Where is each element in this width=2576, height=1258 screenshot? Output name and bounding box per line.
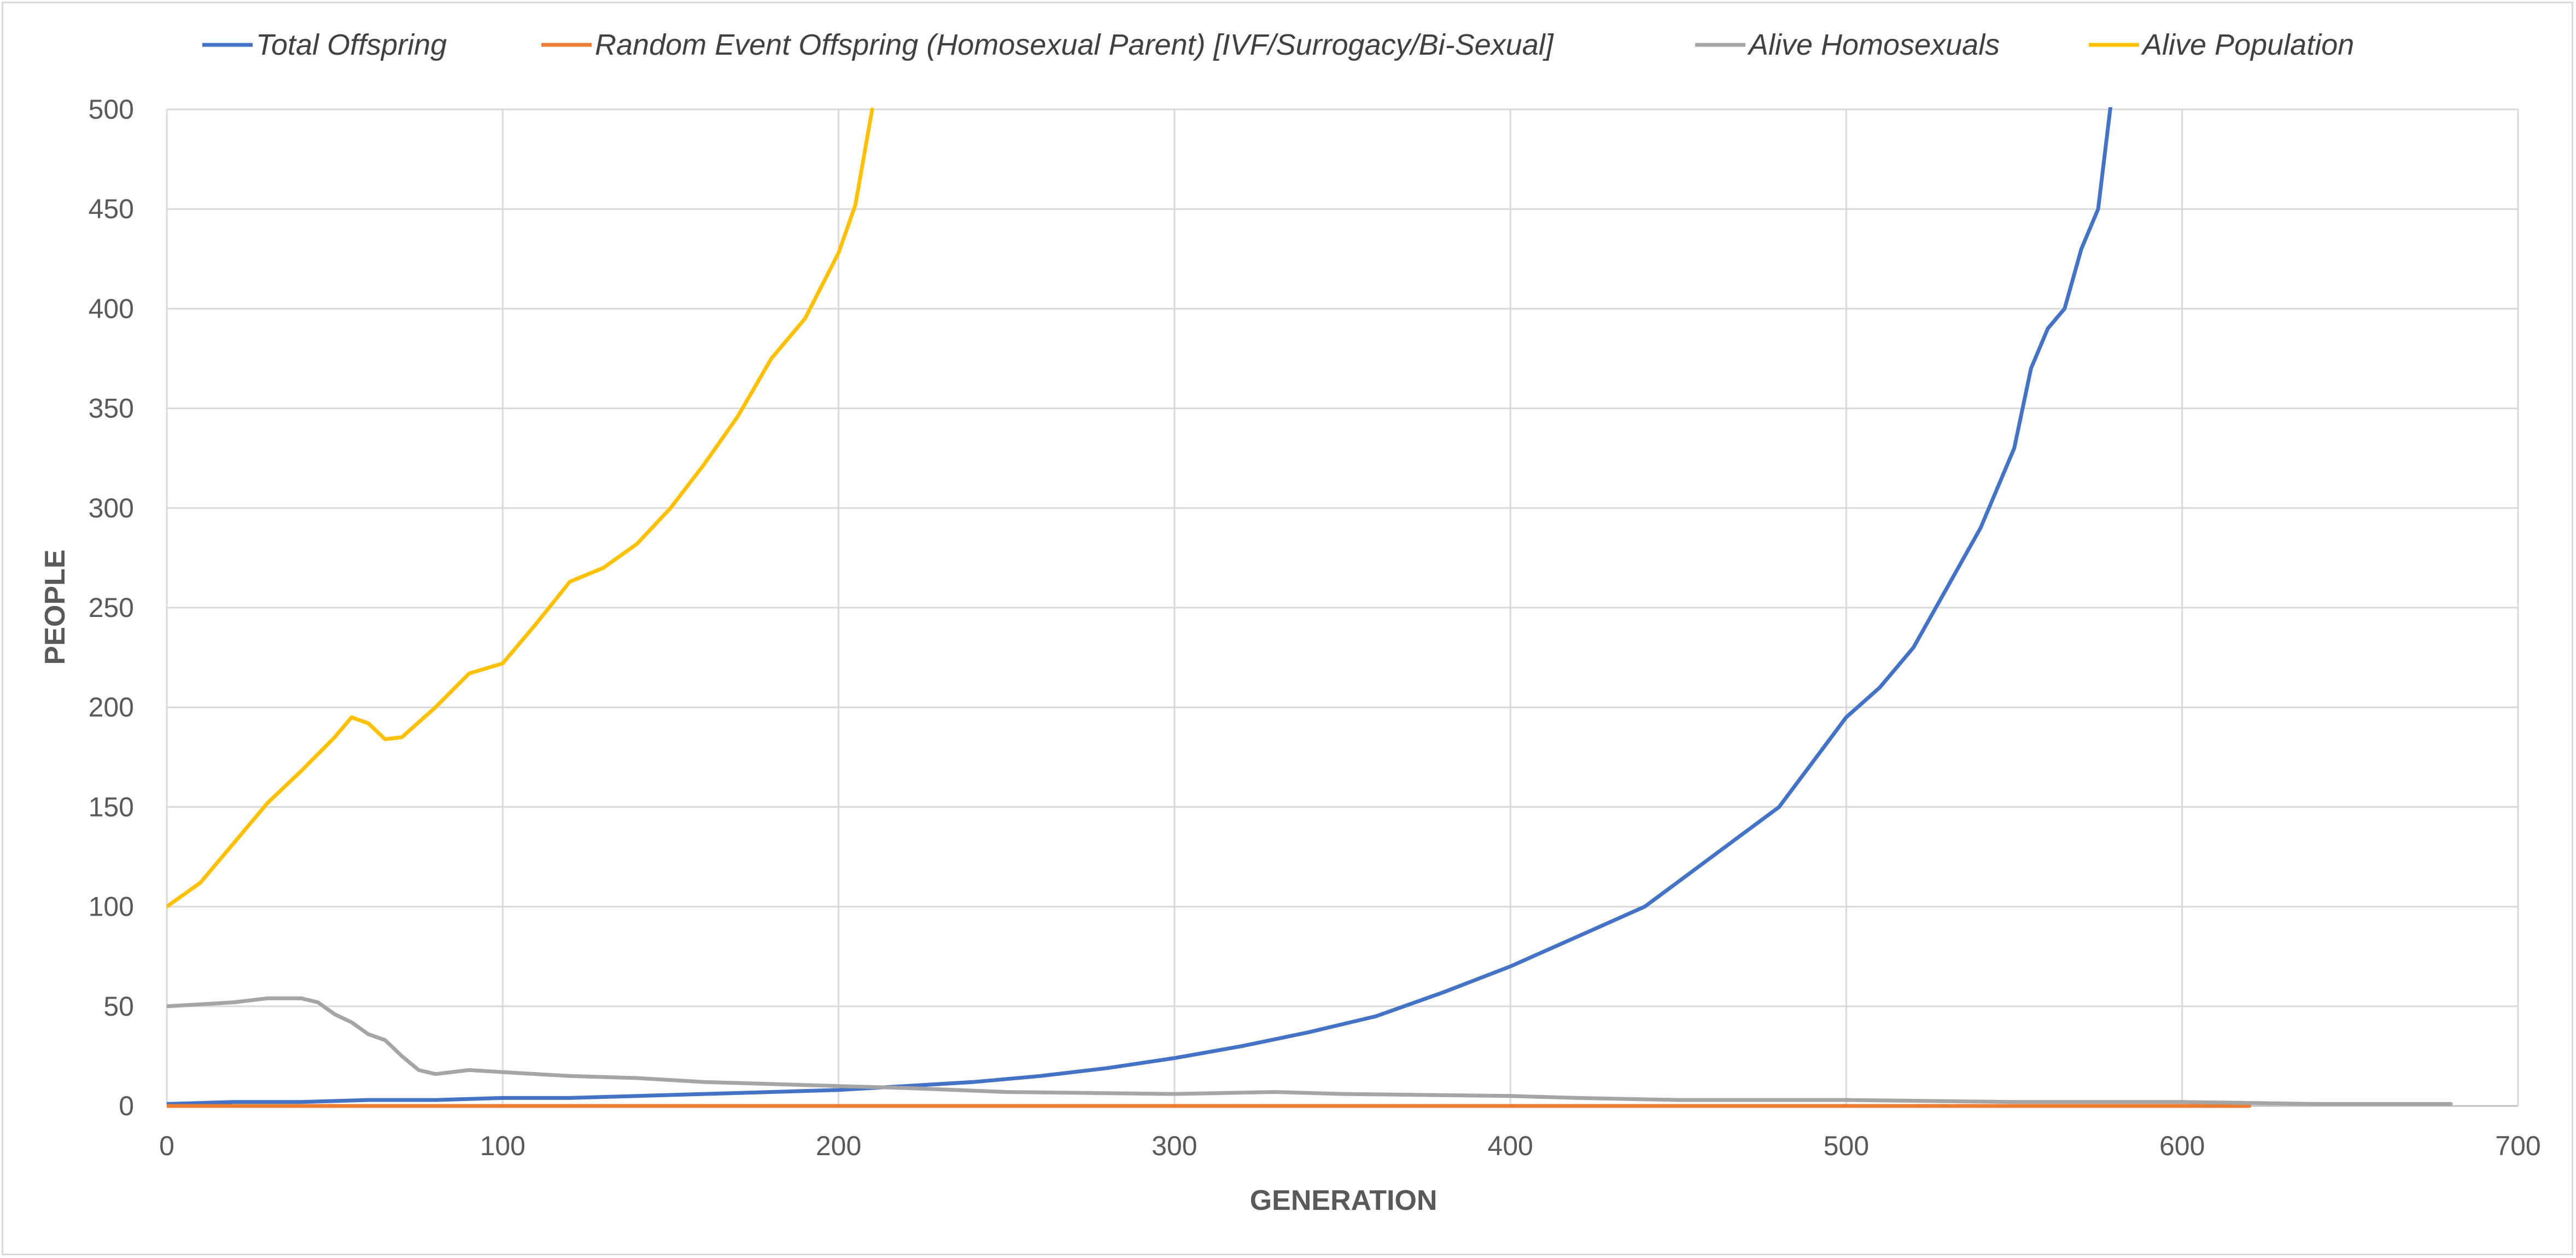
legend-label: Total Offspring — [256, 28, 447, 61]
x-tick-label: 600 — [2159, 1131, 2205, 1161]
series-line-3 — [167, 996, 2453, 1106]
x-axis-title: GENERATION — [1250, 1185, 1438, 1216]
x-tick-label: 100 — [480, 1131, 525, 1161]
x-tick-label: 700 — [2495, 1131, 2540, 1161]
x-tick-label: 500 — [1824, 1131, 1869, 1161]
y-tick-label: 0 — [119, 1091, 134, 1121]
gridlines — [166, 108, 2519, 1107]
axes: 0 50 100 150 200 250 300 350 400 450 500 0 100 200 300… — [89, 94, 2541, 1161]
legend-label: Random Event Offspring (Homosexual Paren… — [595, 28, 1555, 61]
y-tick-label: 450 — [89, 194, 134, 224]
legend-label: Alive Population — [2141, 28, 2354, 61]
legend: Total Offspring Random Event Offspring (H… — [202, 28, 2354, 61]
x-tick-label: 0 — [159, 1131, 174, 1161]
x-tick-label: 400 — [1487, 1131, 1533, 1161]
y-tick-label: 400 — [89, 293, 134, 324]
y-tick-label: 250 — [89, 592, 134, 623]
y-tick-label: 500 — [89, 94, 134, 125]
y-tick-label: 100 — [89, 892, 134, 922]
series-line-4 — [167, 107, 874, 909]
y-tick-label: 350 — [89, 393, 134, 424]
y-axis-title: PEOPLE — [39, 550, 71, 665]
series-line-1 — [167, 107, 2113, 1106]
x-tick-label: 200 — [816, 1131, 861, 1161]
y-tick-label: 150 — [89, 791, 134, 822]
y-tick-label: 200 — [89, 692, 134, 723]
y-tick-label: 50 — [103, 991, 134, 1022]
y-tick-label: 300 — [89, 493, 134, 523]
legend-label: Alive Homosexuals — [1747, 28, 2000, 61]
x-tick-label: 300 — [1152, 1131, 1197, 1161]
series-lines — [167, 107, 2453, 1108]
